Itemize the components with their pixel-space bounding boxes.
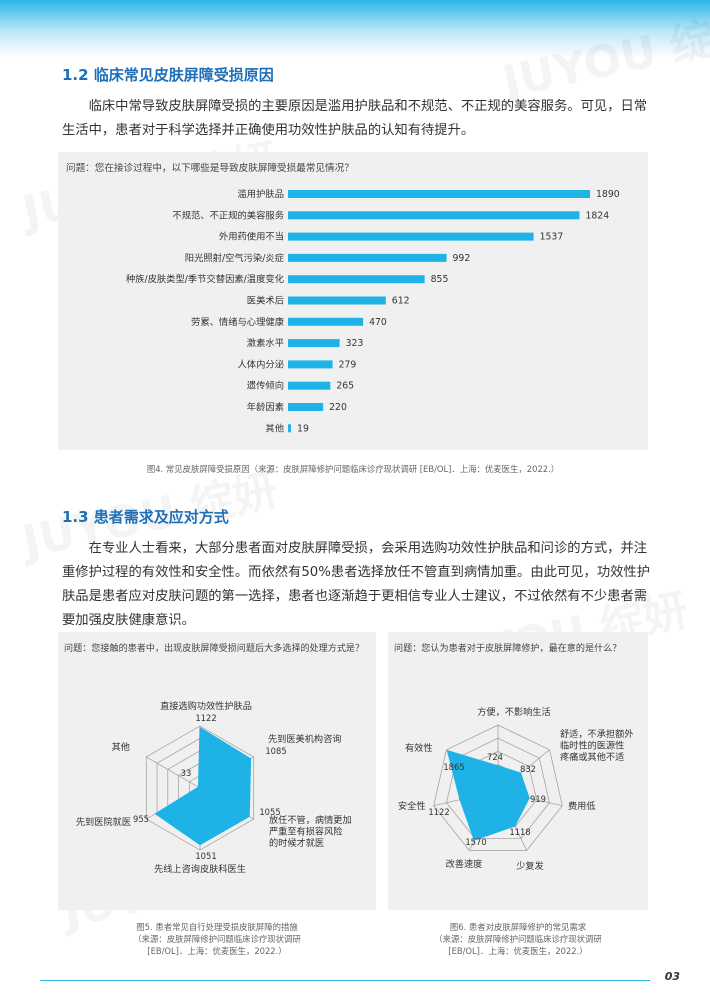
radar-data-area <box>446 749 530 841</box>
radar-value-label: 832 <box>520 764 536 774</box>
bar <box>288 296 386 305</box>
bar-value-label: 323 <box>346 338 364 349</box>
radar-value-label: 1122 <box>428 807 449 817</box>
bar-category-label: 遗传倾向 <box>247 380 284 392</box>
radar-category-label: 先线上咨询皮肤科医生 <box>154 863 246 875</box>
bar <box>288 317 364 326</box>
radar-category-label: 放任不管，病情更加严重至有损容风险的时候才就医 <box>269 814 352 849</box>
bar <box>288 381 331 390</box>
radar-category-label: 舒适，不承担额外临时性的医源性疼痛或其他不适 <box>560 728 634 763</box>
fig6-caption-line: [EB/OL]．上海：优麦医生，2022.） <box>448 946 588 956</box>
radar-value-label: 1865 <box>443 762 464 772</box>
fig6-caption-line: （来源：皮肤屏障修护问题临床诊疗现状调研 <box>434 934 602 944</box>
radar-value-label: 1051 <box>195 851 216 861</box>
section-paragraph: 临床中常导致皮肤屏障受损的主要原因是滥用护肤品和不规范、不正规的美容服务。可见，… <box>62 99 648 138</box>
fig5-caption-line: [EB/OL]．上海：优麦医生，2022.） <box>147 946 287 956</box>
fig4-bar-chart: 滥用护肤品 1890 不规范、不正规的美容服务 1824 外用药使用不当 1537 阳光照射… <box>126 188 620 434</box>
fig6-radar-chart: 方便，不影响生活 724 舒适，不承担额外临时性的医源性疼痛或其他不适 832 费用低 9… <box>398 706 634 872</box>
bar-category-label: 外用药使用不当 <box>219 231 284 243</box>
bar-category-label: 其他 <box>265 422 284 434</box>
radar-category-label: 安全性 <box>398 800 426 812</box>
radar-category-label: 改善速度 <box>446 858 483 870</box>
radar-category-label: 有效性 <box>405 742 433 754</box>
radar-value-label: 1085 <box>265 746 286 756</box>
fig4-caption: 图4. 常见皮肤屏障受损原因（来源：皮肤屏障修护问题临床诊疗现状调研 [EB/O… <box>146 464 560 474</box>
section-title: 1.3 患者需求及应对方式 <box>62 508 229 526</box>
bar <box>288 253 447 262</box>
fig6-question: 问题：您认为患者对于皮肤屏障修护，最在意的是什么？ <box>394 644 622 654</box>
radar-value-label: 33 <box>181 768 192 778</box>
footer-divider <box>40 980 650 981</box>
bar-value-label: 992 <box>453 253 471 264</box>
bar-category-label: 种族/皮肤类型/季节交替因素/温度变化 <box>126 273 284 285</box>
bar-value-label: 855 <box>431 274 449 285</box>
section-title: 1.2 临床常见皮肤屏障受损原因 <box>62 66 274 84</box>
radar-category-label: 直接选购功效性护肤品 <box>160 700 252 712</box>
radar-grid-ring <box>433 724 563 851</box>
bar <box>288 211 580 220</box>
bar-value-label: 220 <box>329 402 347 413</box>
bar <box>288 190 590 198</box>
radar-value-label: 1055 <box>259 807 280 817</box>
radar-category-label: 先到医院就医 <box>76 816 131 828</box>
bar <box>288 275 425 284</box>
radar-value-label: 1570 <box>465 837 486 847</box>
bar-value-label: 1890 <box>596 189 620 200</box>
fig4-question: 问题：您在接诊过程中，以下哪些是导致皮肤屏障受损最常见情况？ <box>66 163 354 174</box>
bar <box>288 360 333 369</box>
section-paragraph: 在专业人士看来，大部分患者面对皮肤屏障受损，会采用选购功效性护肤品和问诊的方式，… <box>62 541 651 628</box>
radar-value-label: 1122 <box>195 713 216 723</box>
radar-axis-line <box>146 756 201 789</box>
bar-value-label: 279 <box>339 359 357 370</box>
bar-category-label: 医美术后 <box>247 295 284 307</box>
bar <box>288 232 534 241</box>
bar-category-label: 人体内分泌 <box>238 358 285 370</box>
bar-value-label: 1824 <box>585 210 609 221</box>
radar-category-label: 方便，不影响生活 <box>477 706 551 718</box>
bar-value-label: 19 <box>297 423 309 434</box>
bar <box>288 403 324 411</box>
radar-value-label: 919 <box>530 794 546 804</box>
bar-category-label: 阳光照射/空气污染/炎症 <box>185 252 284 264</box>
bar-value-label: 612 <box>392 296 410 307</box>
page-number: 03 <box>664 970 680 983</box>
bar-value-label: 470 <box>369 317 387 328</box>
header-band <box>0 0 710 58</box>
radar-category-label: 少复发 <box>516 860 544 872</box>
bar-category-label: 激素水平 <box>247 337 284 349</box>
fig6-panel <box>388 632 648 910</box>
fig5-question: 问题：您接触的患者中，出现皮肤屏障受损问题后大多选择的处理方式是？ <box>64 644 365 654</box>
fig6-caption: 图6. 患者对皮肤屏障修护的常见需求 （来源：皮肤屏障修护问题临床诊疗现状调研 … <box>388 921 648 957</box>
radar-data-area <box>154 726 252 846</box>
fig5-caption: 图5. 患者常见自行处理受损皮肤屏障的措施 （来源：皮肤屏障修护问题临床诊疗现状… <box>58 921 376 957</box>
fig5-caption-line: 图5. 患者常见自行处理受损皮肤屏障的措施 <box>136 922 298 932</box>
fig6-caption-line: 图6. 患者对皮肤屏障修护的常见需求 <box>449 922 587 932</box>
bar-category-label: 劳累、情绪与心理健康 <box>191 316 284 328</box>
radar-value-label: 724 <box>487 752 503 762</box>
radar-category-label: 其他 <box>112 741 130 753</box>
radar-category-label: 费用低 <box>568 800 596 812</box>
bar <box>288 424 292 433</box>
bar-category-label: 滥用护肤品 <box>238 188 285 200</box>
bar-category-label: 年龄因素 <box>247 401 284 413</box>
bar-category-label: 不规范、不正规的美容服务 <box>172 209 284 221</box>
fig5-caption-line: （来源：皮肤屏障修护问题临床诊疗现状调研 <box>133 934 301 944</box>
radar-value-label: 955 <box>133 814 149 824</box>
radar-value-label: 1118 <box>509 827 530 837</box>
bar <box>288 339 340 348</box>
radar-category-label: 先到医美机构咨询 <box>268 733 342 745</box>
bar-value-label: 1537 <box>540 232 564 243</box>
bar-value-label: 265 <box>336 381 354 392</box>
